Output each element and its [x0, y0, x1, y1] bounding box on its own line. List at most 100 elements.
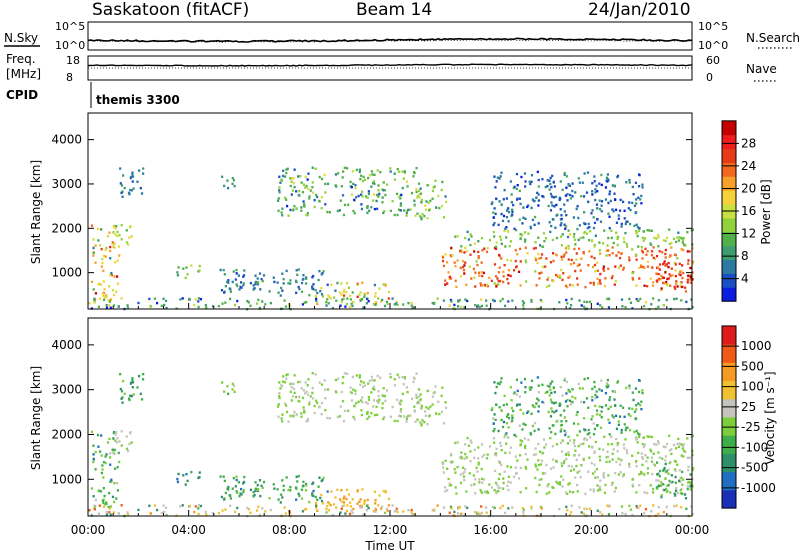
range-cell: [546, 485, 549, 488]
range-cell: [669, 274, 672, 278]
range-cell: [389, 209, 392, 213]
range-cell: [653, 442, 656, 446]
range-cell: [510, 406, 513, 410]
range-cell: [559, 224, 562, 227]
range-cell: [662, 510, 665, 514]
range-cell: [503, 435, 506, 439]
range-cell: [537, 222, 540, 225]
range-cell: [639, 404, 642, 407]
range-cell: [509, 481, 512, 484]
range-cell: [633, 224, 636, 228]
range-cell: [357, 400, 360, 404]
range-cell: [498, 472, 501, 476]
range-cell: [555, 459, 558, 463]
range-cell: [370, 170, 373, 173]
range-cell: [362, 175, 365, 179]
range-cell: [259, 494, 262, 498]
range-cell: [667, 265, 670, 269]
range-cell: [553, 185, 556, 188]
range-cell: [300, 415, 303, 418]
range-cell: [223, 498, 226, 501]
range-cell: [466, 506, 469, 510]
range-cell: [563, 378, 566, 382]
range-cell: [496, 176, 499, 179]
range-cell: [655, 443, 658, 446]
range-cell: [593, 180, 596, 183]
range-cell: [582, 195, 586, 198]
colorbar-swatch: [722, 417, 736, 436]
range-cell: [473, 276, 476, 279]
range-cell: [281, 214, 284, 217]
range-cell: [320, 479, 323, 483]
range-cell: [355, 374, 358, 377]
range-cell: [374, 292, 377, 295]
range-cell: [667, 483, 670, 487]
range-cell: [607, 249, 610, 252]
range-cell: [153, 504, 157, 507]
range-cell: [518, 424, 521, 427]
range-cell: [349, 294, 352, 297]
range-cell: [224, 508, 227, 511]
range-cell: [539, 256, 543, 260]
range-cell: [93, 508, 96, 511]
range-cell: [562, 255, 566, 258]
range-cell: [358, 374, 361, 377]
range-cell: [504, 245, 507, 248]
range-cell: [507, 480, 510, 483]
range-cell: [233, 390, 236, 394]
range-cell: [569, 490, 572, 493]
range-cell: [350, 185, 353, 189]
range-cell: [598, 455, 601, 458]
range-cell: [121, 379, 125, 383]
range-cell: [382, 211, 385, 215]
range-cell: [575, 252, 578, 255]
range-cell: [463, 470, 466, 474]
xtick-label: 12:00: [373, 523, 408, 537]
range-cell: [117, 305, 120, 308]
range-cell: [343, 409, 347, 413]
range-cell: [227, 485, 230, 489]
range-cell: [590, 255, 593, 258]
range-cell: [300, 412, 303, 415]
range-cell: [678, 236, 681, 239]
range-cell: [643, 266, 646, 270]
range-cell: [498, 266, 501, 269]
range-cell: [416, 212, 419, 215]
range-cell: [669, 284, 672, 287]
range-cell: [434, 385, 437, 388]
range-cell: [572, 441, 576, 445]
range-cell: [519, 284, 522, 287]
range-cell: [604, 392, 608, 395]
range-cell: [129, 225, 132, 229]
range-cell: [574, 476, 577, 479]
range-cell: [555, 253, 558, 256]
range-cell: [585, 438, 589, 442]
range-cell: [494, 418, 497, 422]
range-cell: [569, 403, 572, 406]
range-cell: [669, 491, 672, 494]
range-cell: [176, 480, 179, 484]
range-cell: [478, 271, 481, 275]
range-cell: [385, 183, 389, 186]
range-cell: [559, 180, 562, 183]
range-cell: [591, 193, 594, 196]
range-cell: [665, 263, 668, 266]
range-cell: [573, 232, 576, 236]
range-cell: [635, 253, 638, 256]
range-cell: [306, 211, 310, 215]
range-cell: [641, 389, 644, 392]
range-cell: [596, 277, 599, 281]
range-cell: [420, 201, 423, 204]
range-cell: [481, 249, 484, 252]
time-x-axis: 00:00 04:00 08:00 12:00 16:00 20:00 00:00: [71, 523, 710, 537]
range-cell: [571, 195, 574, 198]
range-cell: [359, 498, 362, 501]
colorbar-swatch: [722, 325, 736, 345]
range-cell: [542, 401, 545, 404]
range-cell: [353, 198, 356, 202]
range-cell: [115, 275, 119, 278]
range-cell: [497, 271, 501, 274]
range-cell: [540, 300, 543, 303]
range-cell: [393, 378, 396, 381]
range-cell: [663, 260, 666, 263]
